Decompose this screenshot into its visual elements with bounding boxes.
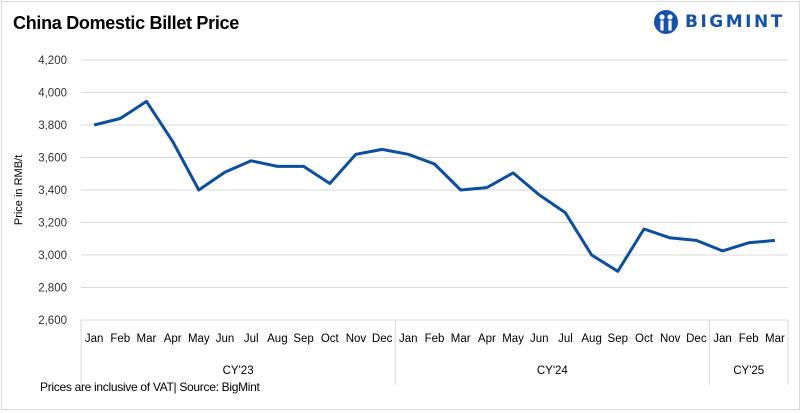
y-tick-label: 3,800: [38, 120, 67, 132]
x-tick-label: Jun: [216, 333, 235, 345]
x-tick-label: Feb: [739, 333, 759, 345]
x-tick-label: Mar: [137, 333, 157, 345]
x-tick-label: Mar: [765, 333, 785, 345]
y-tick-label: 4,000: [38, 88, 67, 100]
x-tick-label: Feb: [425, 333, 445, 345]
x-tick-label: May: [188, 333, 210, 345]
x-tick-label: Mar: [451, 333, 471, 345]
x-tick-label: Oct: [321, 333, 340, 345]
y-tick-label: 3,200: [38, 218, 67, 230]
x-tick-label: Nov: [660, 333, 681, 345]
y-tick-label: 3,400: [38, 185, 67, 197]
y-tick-label: 2,600: [38, 315, 67, 327]
x-tick-label: Jan: [713, 333, 732, 345]
x-tick-label: Feb: [110, 333, 130, 345]
x-tick-label: Sep: [608, 333, 628, 345]
y-tick-label: 3,000: [38, 250, 67, 262]
x-tick-label: Dec: [372, 333, 393, 345]
y-tick-label: 3,600: [38, 153, 67, 165]
footnote: Prices are inclusive of VAT| Source: Big…: [40, 380, 260, 394]
x-tick-label: Dec: [686, 333, 707, 345]
x-tick-label: Sep: [293, 333, 313, 345]
x-tick-label: May: [502, 333, 524, 345]
bigmint-logo: BIGMINT: [653, 9, 785, 35]
bigmint-logo-text: BIGMINT: [685, 12, 785, 32]
x-tick-label: Jun: [530, 333, 549, 345]
y-axis-label: Price in RMB/t: [13, 155, 25, 225]
x-group-label: CY'25: [733, 365, 764, 377]
x-tick-label: Apr: [164, 333, 182, 345]
price-series-line: [93, 99, 776, 273]
x-tick-label: Aug: [581, 333, 601, 345]
x-tick-label: Jul: [558, 333, 573, 345]
x-tick-label: Aug: [267, 333, 287, 345]
x-group-label: CY'23: [223, 365, 254, 377]
x-tick-label: Jan: [85, 333, 104, 345]
chart-title: China Domestic Billet Price: [13, 13, 239, 33]
x-group-label: CY'24: [537, 365, 569, 377]
x-tick-label: Jul: [244, 333, 259, 345]
x-tick-label: Oct: [635, 333, 654, 345]
x-tick-label: Apr: [478, 333, 496, 345]
bigmint-logo-icon: [654, 10, 678, 34]
x-tick-label: Jan: [399, 333, 418, 345]
x-tick-label: Nov: [346, 333, 367, 345]
y-tick-label: 4,200: [38, 55, 67, 67]
y-tick-label: 2,800: [38, 283, 67, 295]
